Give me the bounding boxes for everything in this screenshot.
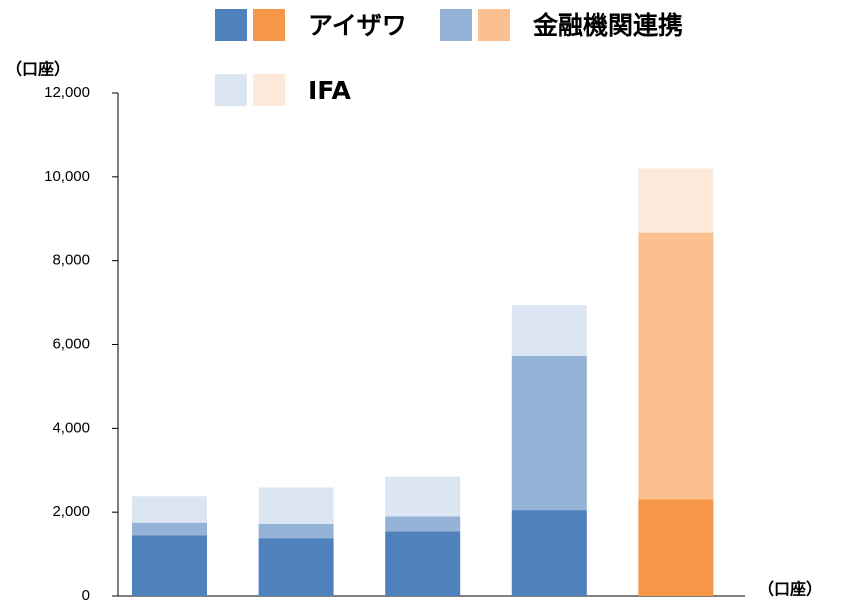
legend-label: アイザワ [308,11,407,40]
y-tick-label: 0 [82,587,90,604]
y-tick-label: 2,000 [52,503,90,520]
y-tick-label: 6,000 [52,335,90,352]
bar-segment [511,510,587,596]
bar-segment [132,522,207,536]
bar-segment [511,355,587,511]
bar-segment [132,535,207,596]
bar-segment [385,476,461,517]
bar-segment [132,496,207,523]
y-axis-label: （口座） [6,60,70,79]
y-tick-label: 12,000 [44,84,90,101]
bar-segment [511,305,587,356]
bar-segment [258,523,334,539]
legend-label: 金融機関連携 [532,11,683,40]
legend-swatch [215,9,247,41]
legend-swatch [440,9,472,41]
y-tick-label: 4,000 [52,419,90,436]
y-tick-label: 10,000 [44,168,90,185]
bar-segment [638,499,714,596]
legend-swatch [478,9,510,41]
legend-swatch [253,74,285,106]
bar-segment [385,531,461,596]
bar-segment [638,232,714,500]
x-axis-label: （口座） [758,580,822,599]
legend-label: IFA [308,76,352,105]
bar-segment [258,487,334,524]
legend-swatch [253,9,285,41]
legend-swatch [215,74,247,106]
bar-segment [638,168,714,233]
bar-segment [385,516,461,532]
bar-segment [258,538,334,596]
y-tick-label: 8,000 [52,252,90,269]
